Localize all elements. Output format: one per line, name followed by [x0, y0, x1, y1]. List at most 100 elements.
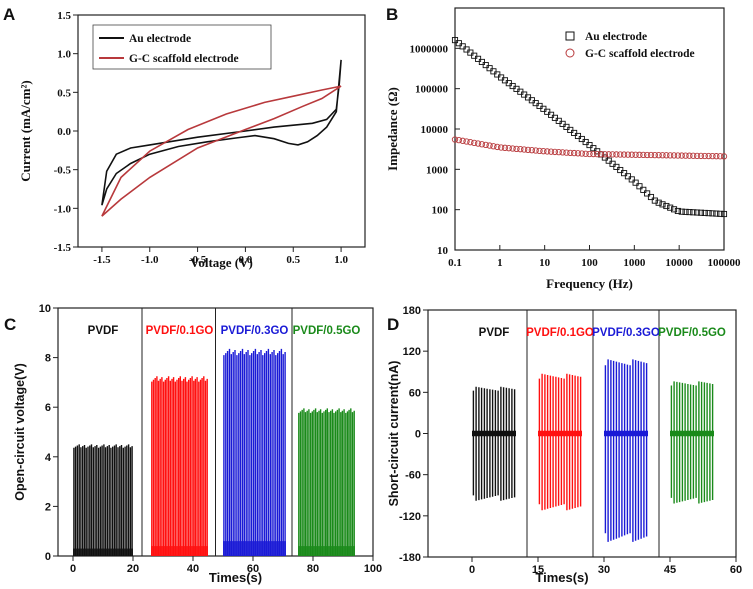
y-tick-label: 1.0 [57, 49, 71, 61]
panel-letter: C [4, 315, 16, 334]
segment-pvdf: PVDF [472, 327, 516, 501]
voltage-pulses [223, 348, 286, 556]
y-tick-label: 0.0 [57, 126, 71, 138]
data-point [659, 152, 666, 159]
segment-label: PVDF/0.3GO [221, 325, 289, 337]
x-tick-label: 45 [664, 564, 676, 576]
data-point [555, 148, 562, 156]
y-axis-label: Impedance (Ω) [385, 87, 400, 171]
data-point [682, 152, 689, 159]
data-point [659, 201, 666, 208]
x-tick-label: -1.5 [93, 254, 111, 266]
data-point [471, 139, 478, 147]
data-point [505, 145, 512, 152]
data-point [694, 209, 701, 216]
data-point [621, 170, 628, 177]
current-pulses [670, 381, 714, 504]
current-pulses [604, 359, 648, 542]
data-point [720, 210, 728, 218]
y-tick-label: 1.5 [57, 10, 71, 22]
data-point [686, 209, 693, 216]
y-tick-label: 10 [437, 245, 449, 257]
legend-box [92, 24, 272, 70]
data-point [451, 37, 459, 44]
legend: Au electrode G-C scaffold electrode [565, 31, 695, 60]
legend: Au electrode G-C scaffold electrode [92, 24, 272, 70]
data-point [459, 43, 466, 50]
data-point [455, 40, 462, 47]
segment-pvdf-0-3go: PVDF/0.3GO [221, 325, 289, 556]
data-point [670, 152, 678, 159]
data-point [605, 151, 612, 158]
y-tick-label: 10 [39, 303, 51, 315]
data-point [544, 148, 551, 155]
data-point [509, 145, 516, 152]
baseline-noise [151, 546, 208, 556]
x-tick-label: 100 [364, 563, 382, 575]
x-tick-label: 15 [532, 564, 544, 576]
y-axis-label: Short-circuit current(nA) [387, 361, 401, 507]
data-point [475, 55, 482, 62]
segment-label: PVDF [479, 327, 510, 339]
data-point [682, 208, 689, 215]
data-point [720, 153, 728, 160]
data-point [647, 193, 655, 201]
data-point [605, 157, 612, 164]
legend-label: Au electrode [585, 31, 647, 43]
data-point [674, 152, 682, 159]
data-point [674, 207, 681, 215]
x-tick-label: 0.5 [286, 254, 300, 266]
data-point [547, 148, 555, 155]
segment-label: PVDF [88, 325, 119, 337]
y-tick-label: 0 [415, 429, 421, 441]
x-tick-label: 30 [598, 564, 610, 576]
baseline-noise [604, 430, 648, 437]
gc-impedance-series [451, 136, 728, 160]
data-point [705, 152, 712, 160]
data-point [474, 140, 482, 147]
baseline-noise [298, 546, 355, 556]
data-point [471, 52, 478, 59]
segment-label: PVDF/0.5GO [658, 327, 726, 339]
baseline-noise [73, 548, 133, 556]
data-point [490, 143, 497, 150]
data-point [690, 209, 697, 216]
data-point [663, 202, 670, 210]
data-point [597, 151, 605, 158]
data-point [617, 166, 624, 174]
data-point [651, 151, 658, 159]
segment-label: PVDF/0.5GO [293, 325, 361, 337]
data-point [713, 210, 720, 217]
legend-label: Au electrode [129, 33, 191, 45]
x-tick-label: 0 [469, 564, 475, 576]
legend-marker [565, 31, 575, 41]
x-tick-label: 0 [70, 563, 76, 575]
data-point [670, 206, 678, 213]
y-axis-label: Current (mA/cm²) [18, 80, 33, 182]
data-point [478, 58, 485, 66]
data-point [459, 137, 466, 144]
legend-label: G-C scaffold electrode [129, 53, 239, 65]
data-point [601, 151, 609, 158]
data-point [632, 179, 639, 186]
data-point [667, 152, 674, 159]
baseline-noise [670, 430, 714, 437]
x-tick-label: 1 [497, 257, 503, 269]
data-point [717, 153, 724, 160]
y-tick-label: 0.5 [57, 87, 71, 99]
segment-pvdf-0-1go: PVDF/0.1GO [526, 327, 594, 511]
data-point [467, 49, 474, 56]
x-tick-label: 100000 [708, 257, 742, 269]
panel-letter: D [387, 315, 399, 334]
data-point [601, 154, 608, 161]
legend-marker [565, 48, 575, 58]
segment-pvdf-0-5go: PVDF/0.5GO [293, 325, 361, 556]
x-tick-label: 10000 [665, 257, 693, 269]
data-point [482, 141, 489, 149]
data-point [643, 151, 651, 159]
data-point [613, 163, 620, 170]
data-point [590, 150, 597, 158]
y-tick-label: -0.5 [54, 165, 72, 177]
y-tick-label: -1.5 [54, 242, 72, 254]
segment-label: PVDF/0.3GO [592, 327, 660, 339]
